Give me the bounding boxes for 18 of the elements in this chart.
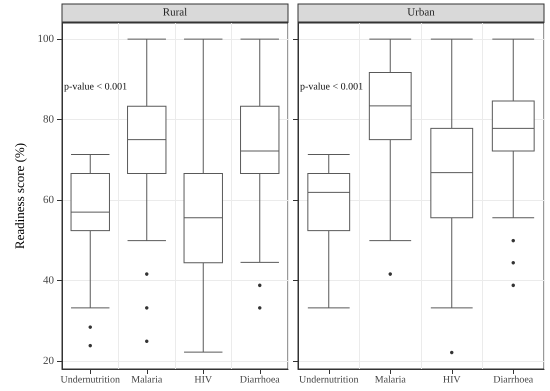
y-tick-label: 40 [43, 274, 54, 286]
x-tick-label: Undernutrition [60, 374, 120, 386]
annotation: p-value < 0.001 [300, 82, 364, 92]
y-axis-title: Readiness score (%) [12, 142, 27, 250]
x-tick-label: HIV [194, 374, 213, 386]
x-tick-label: HIV [442, 374, 462, 386]
x-tick-label: Malaria [374, 374, 406, 386]
x-tick-label: Undernutrition [299, 374, 358, 386]
y-tick-label: 20 [43, 354, 54, 367]
x-tick-label: Malaria [131, 374, 163, 386]
y-tick-label: 80 [43, 114, 54, 126]
y-tick-label: 100 [38, 33, 54, 46]
x-tick-label: Diarrhoea [240, 374, 280, 386]
x-tick-label: Diarrhoea [493, 374, 534, 386]
chart-title: Rural [162, 6, 188, 18]
annotation: p-value < 0.001 [64, 82, 128, 92]
chart-title: Urban [407, 6, 436, 18]
y-tick-label: 60 [43, 194, 54, 206]
